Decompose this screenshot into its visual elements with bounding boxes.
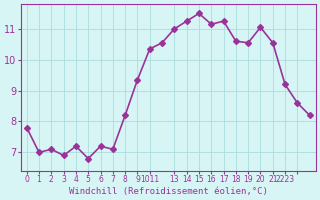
- X-axis label: Windchill (Refroidissement éolien,°C): Windchill (Refroidissement éolien,°C): [69, 187, 268, 196]
